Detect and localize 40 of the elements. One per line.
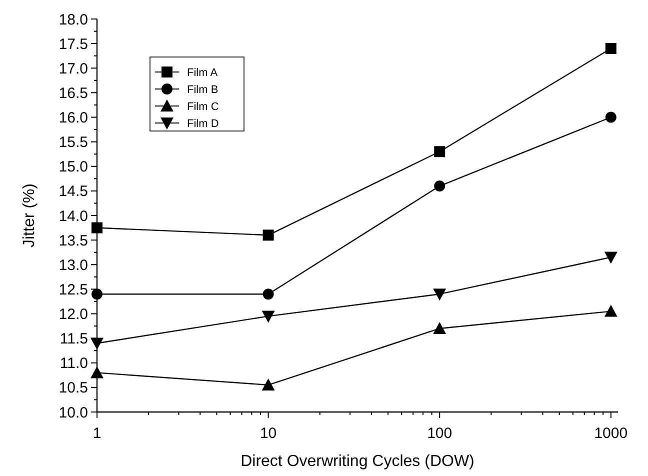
point — [433, 288, 446, 301]
point — [605, 112, 616, 123]
point — [262, 288, 274, 300]
y-tick-label: 17.5 — [58, 36, 88, 53]
y-tick-label: 10.5 — [58, 380, 88, 397]
y-tick-label: 16.5 — [58, 84, 88, 102]
point — [605, 42, 616, 54]
point — [92, 222, 102, 234]
x-tick-label: 1000 — [594, 425, 628, 442]
y-tick-label: 15.5 — [58, 134, 88, 152]
point — [604, 304, 618, 317]
x-tick-label: 10 — [260, 425, 277, 442]
y-tick-label: 13.5 — [58, 232, 88, 250]
point — [604, 252, 618, 264]
point — [434, 180, 446, 192]
y-tick-label: 13.0 — [58, 256, 88, 274]
y-tick-label: 18.0 — [58, 11, 88, 28]
legend-label: Film A — [187, 66, 218, 79]
x-axis-title: Direct Overwriting Cycles (DOW) — [240, 453, 474, 470]
y-tick-label: 17.0 — [58, 60, 88, 78]
y-tick-label: 16.0 — [58, 110, 88, 126]
y-tick-label: 14.5 — [58, 183, 88, 200]
point — [262, 310, 275, 323]
y-tick-label: 10.0 — [58, 404, 88, 422]
y-tick-label: 12.5 — [58, 281, 88, 298]
point — [262, 230, 274, 241]
y-tick-label: 14.0 — [58, 208, 88, 225]
legend-label: Film D — [187, 118, 219, 130]
legend-label: Film B — [187, 84, 218, 96]
x-tick-label: 1 — [92, 425, 102, 442]
point — [434, 146, 446, 158]
point — [262, 378, 275, 390]
y-tick-label: 11.0 — [60, 355, 88, 372]
y-tick-label: 15.0 — [58, 158, 88, 176]
y-tick-label: 12.0 — [58, 306, 88, 323]
point — [433, 322, 446, 334]
legend-label: Film C — [187, 100, 219, 113]
y-tick-label: 11.5 — [60, 330, 88, 348]
x-tick-label: 100 — [427, 425, 452, 442]
y-axis-title: Jitter (%) — [21, 184, 38, 248]
